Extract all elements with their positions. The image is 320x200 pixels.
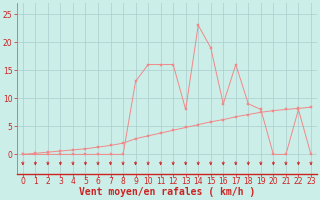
X-axis label: Vent moyen/en rafales ( km/h ): Vent moyen/en rafales ( km/h ) [79,187,255,197]
